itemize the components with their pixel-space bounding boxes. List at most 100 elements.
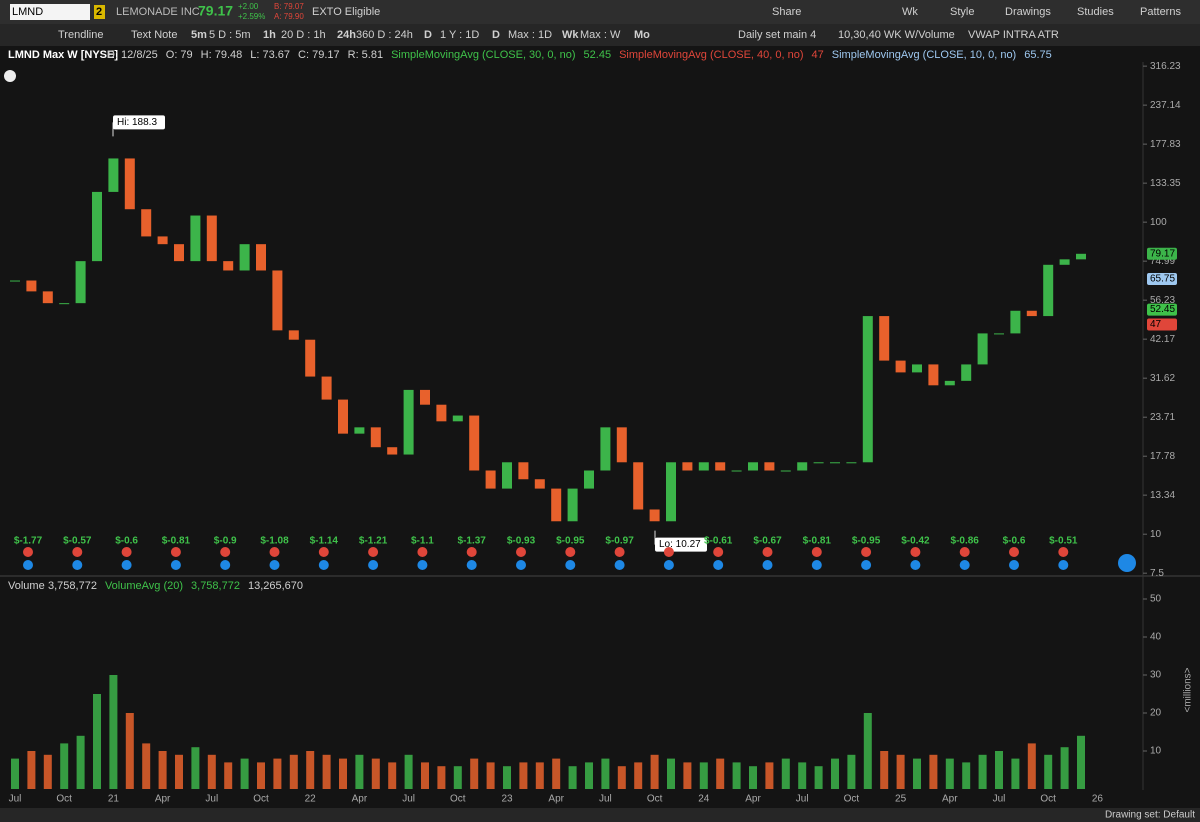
candle (370, 427, 381, 448)
earnings-icon[interactable] (1058, 547, 1069, 557)
earnings-icon[interactable] (318, 547, 329, 557)
volume-bar (601, 758, 610, 789)
dividend-icon[interactable] (663, 560, 674, 570)
timeframe[interactable]: 5m (191, 29, 207, 41)
earnings-icon[interactable] (861, 547, 872, 557)
timeframe[interactable]: Max : W (580, 29, 621, 41)
toolbar-action[interactable]: Studies (1077, 6, 1114, 18)
dividend-icon[interactable] (614, 560, 625, 570)
volume-bar (962, 762, 971, 789)
earnings-icon[interactable] (72, 547, 83, 557)
volume-bar (831, 758, 839, 789)
volume-bar (207, 754, 216, 789)
earnings-icon[interactable] (269, 547, 280, 557)
candle (436, 404, 447, 422)
volume-bar (60, 743, 69, 789)
dividend-icon[interactable] (861, 560, 872, 570)
volume-bar (306, 751, 315, 789)
earnings-icon[interactable] (565, 547, 576, 557)
y-tick-label: 40 (1150, 632, 1162, 643)
earnings-label: $-0.86 (951, 536, 980, 547)
study-legend: SimpleMovingAvg (CLOSE, 10, 0, no) (832, 49, 1016, 61)
timeframe[interactable]: 1 Y : 1D (440, 29, 479, 41)
drawing-tool[interactable]: Trendline (58, 29, 103, 41)
volume-bar (1060, 747, 1069, 789)
timeframe[interactable]: Wk (562, 29, 579, 41)
toolbar-action[interactable]: Drawings (1005, 6, 1051, 18)
x-tick-label: Jul (9, 794, 22, 805)
dividend-icon[interactable] (516, 560, 526, 570)
toolbar-action[interactable]: Patterns (1140, 6, 1181, 18)
dividend-icon[interactable] (72, 560, 83, 570)
timeframe[interactable]: D (492, 29, 500, 41)
timeframe[interactable]: Max : 1D (508, 29, 552, 41)
dividend-icon[interactable] (318, 560, 329, 570)
timeframe[interactable]: 24h (337, 29, 356, 41)
dividend-icon[interactable] (121, 560, 132, 570)
earnings-icon[interactable] (23, 547, 33, 557)
dividend-icon[interactable] (220, 560, 231, 570)
timeframe[interactable]: 20 D : 1h (281, 29, 326, 41)
earnings-icon[interactable] (368, 547, 379, 557)
timeframe[interactable]: D (424, 29, 432, 41)
help-icon[interactable] (1118, 554, 1136, 572)
timeframe[interactable]: 5 D : 5m (209, 29, 251, 41)
dividend-icon[interactable] (811, 560, 822, 570)
timeframe[interactable]: 1h (263, 29, 276, 41)
volume-bar (798, 762, 807, 789)
timeframe[interactable]: Mo (634, 29, 650, 41)
volume-bar (880, 751, 889, 789)
volume-bar (716, 758, 725, 789)
earnings-icon[interactable] (1009, 547, 1019, 557)
toolbar-action[interactable]: Wk (902, 6, 918, 18)
symbol-input[interactable] (10, 4, 90, 20)
link-badge[interactable] (94, 5, 105, 19)
earnings-icon[interactable] (663, 547, 674, 557)
earnings-icon[interactable] (121, 547, 132, 557)
earnings-label: $-1.77 (14, 536, 43, 547)
dividend-icon[interactable] (417, 560, 428, 570)
earnings-icon[interactable] (516, 547, 526, 557)
earnings-icon[interactable] (762, 547, 773, 557)
earnings-icon[interactable] (170, 547, 181, 557)
earnings-icon[interactable] (220, 547, 231, 557)
dividend-icon[interactable] (1009, 560, 1019, 570)
dividend-icon[interactable] (910, 560, 921, 570)
candle (551, 488, 562, 522)
dividend-icon[interactable] (170, 560, 181, 570)
link-group[interactable]: 2 (96, 6, 102, 18)
earnings-icon[interactable] (466, 547, 477, 557)
earnings-icon[interactable] (959, 547, 970, 557)
dividend-icon[interactable] (959, 560, 970, 570)
dividend-icon[interactable] (762, 560, 773, 570)
drawing-set[interactable]: Drawing set: Default (1105, 810, 1195, 821)
earnings-icon[interactable] (811, 547, 822, 557)
dividend-icon[interactable] (269, 560, 280, 570)
y-tick-label: 23.71 (1150, 412, 1175, 423)
dividend-icon[interactable] (23, 560, 33, 570)
earnings-icon[interactable] (417, 547, 428, 557)
earnings-icon[interactable] (910, 547, 921, 557)
candle (944, 380, 955, 386)
candle (157, 236, 168, 245)
y-tick-label: 237.14 (1150, 100, 1181, 111)
dividend-icon[interactable] (1058, 560, 1069, 570)
alert-icon[interactable] (4, 70, 16, 82)
style-set[interactable]: Daily set main 4 (738, 29, 816, 41)
drawing-tool[interactable]: Text Note (131, 29, 177, 41)
symbol[interactable]: LMND (12, 6, 43, 18)
dividend-icon[interactable] (565, 560, 576, 570)
earnings-icon[interactable] (713, 547, 724, 557)
toolbar-action[interactable]: Style (950, 6, 974, 18)
toolbar-action[interactable]: Share (772, 6, 801, 18)
volume-study: 3,758,772 (191, 580, 240, 592)
style-set[interactable]: VWAP INTRA ATR (968, 29, 1059, 41)
candle (567, 488, 578, 522)
style-set[interactable]: 10,30,40 WK W/Volume (838, 29, 955, 41)
dividend-icon[interactable] (713, 560, 724, 570)
earnings-label: $-1.21 (359, 536, 388, 547)
earnings-icon[interactable] (614, 547, 625, 557)
dividend-icon[interactable] (466, 560, 477, 570)
timeframe[interactable]: 360 D : 24h (356, 29, 413, 41)
dividend-icon[interactable] (368, 560, 379, 570)
